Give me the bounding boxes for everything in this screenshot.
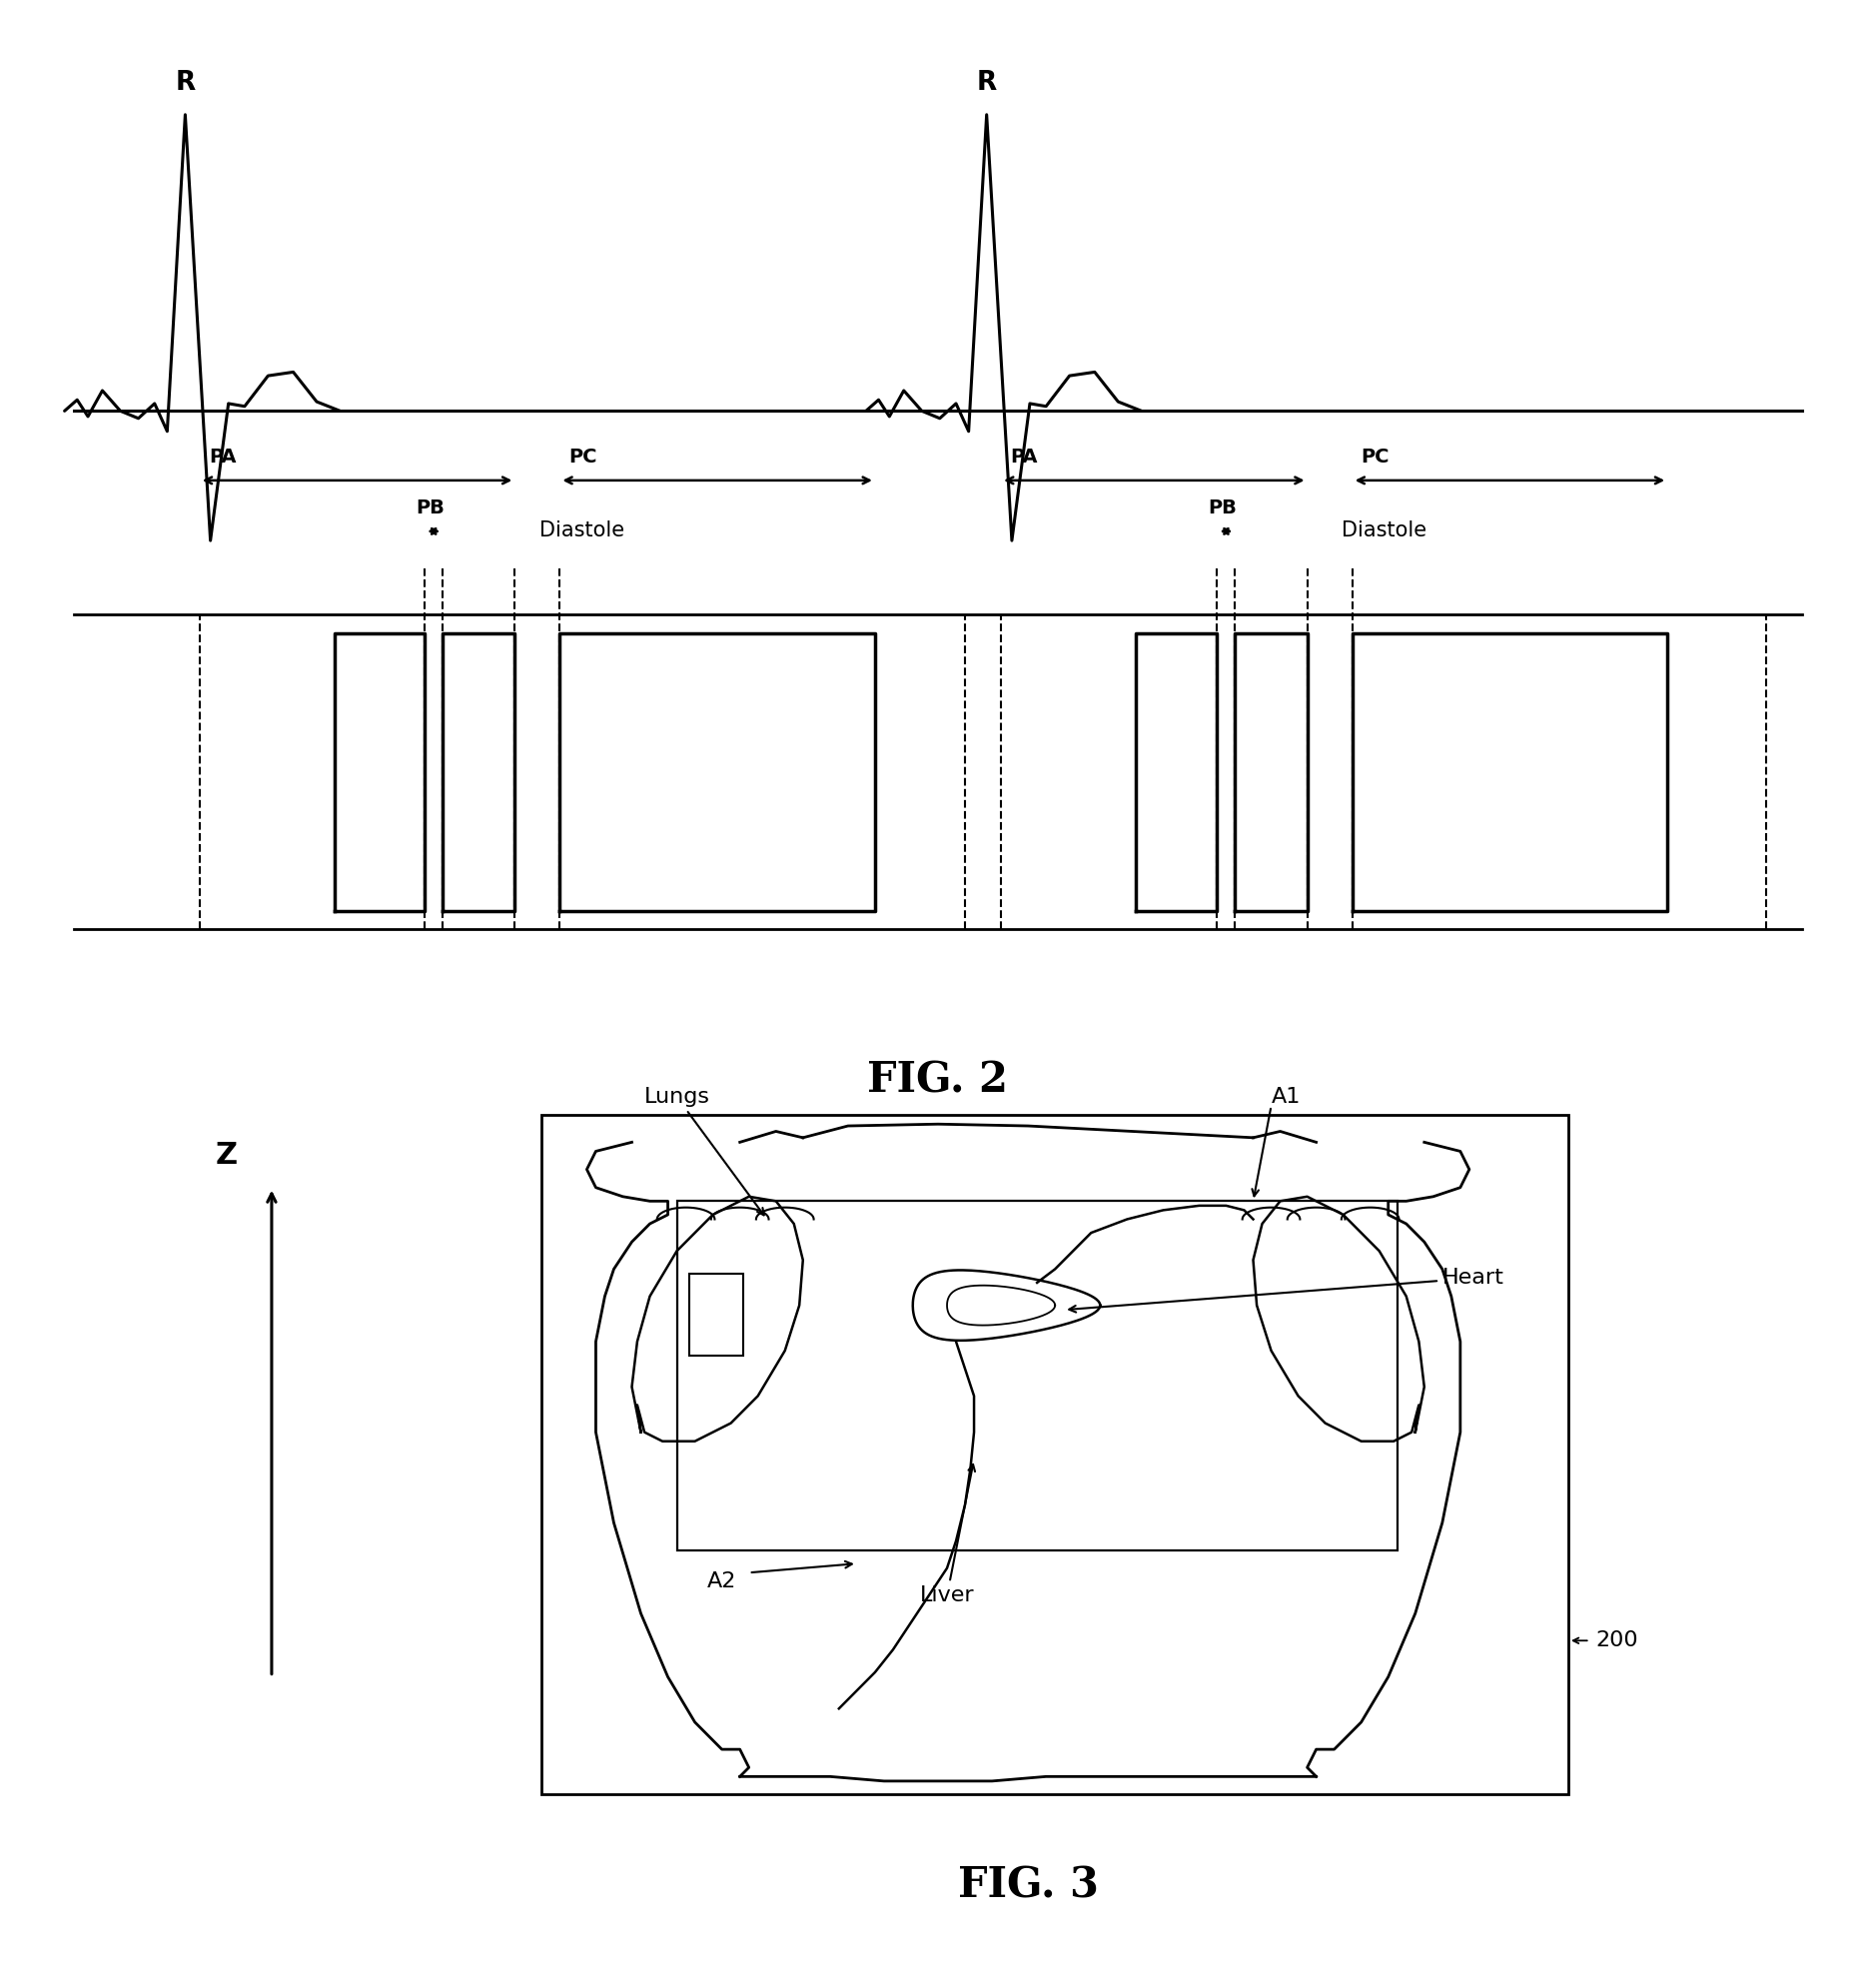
Bar <box>690 1273 743 1355</box>
Text: Liver: Liver <box>919 1464 976 1606</box>
Bar <box>542 1115 1568 1795</box>
Text: FIG. 3: FIG. 3 <box>957 1864 1099 1907</box>
Text: PC: PC <box>568 447 597 467</box>
Text: R: R <box>977 71 996 97</box>
Text: Lungs: Lungs <box>643 1087 764 1215</box>
Text: Diastole: Diastole <box>1341 520 1426 540</box>
Text: Z: Z <box>216 1141 238 1170</box>
Text: PA: PA <box>1009 447 1037 467</box>
Text: A2: A2 <box>707 1572 737 1592</box>
Text: PB: PB <box>1208 498 1236 518</box>
Bar <box>677 1202 1398 1550</box>
Text: 200: 200 <box>1595 1631 1638 1651</box>
Text: Heart: Heart <box>1069 1269 1505 1312</box>
Text: Diastole: Diastole <box>540 520 625 540</box>
Text: PC: PC <box>1362 447 1390 467</box>
Text: R: R <box>174 71 195 97</box>
Text: FIG. 2: FIG. 2 <box>867 1060 1009 1101</box>
Text: PB: PB <box>416 498 445 518</box>
Text: A1: A1 <box>1272 1087 1300 1107</box>
Text: PA: PA <box>208 447 236 467</box>
